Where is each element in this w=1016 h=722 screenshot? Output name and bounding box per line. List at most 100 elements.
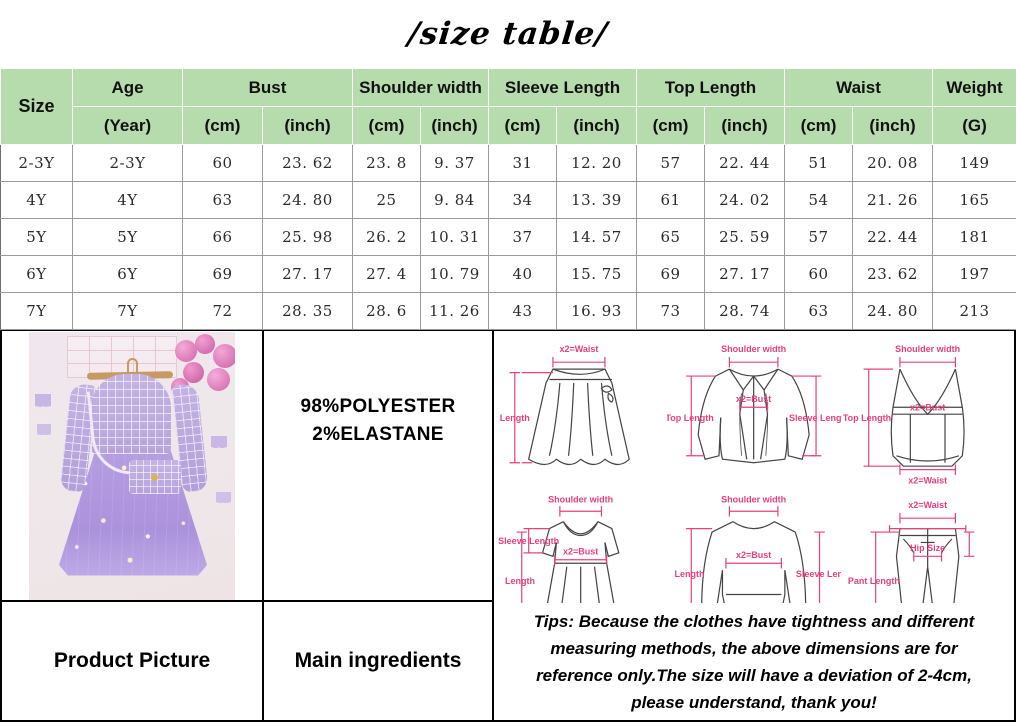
diagram-label: x2=Bust bbox=[736, 550, 771, 560]
cell-shoulder-cm: 25 bbox=[353, 182, 421, 219]
diagram-label: x2=Waist bbox=[908, 500, 947, 510]
diagram-label: x2=Waist bbox=[908, 476, 947, 486]
diagram-label: Shoulder width bbox=[895, 344, 960, 354]
col-header-top-length: Top Length bbox=[637, 69, 785, 107]
butterfly-icon bbox=[211, 436, 227, 449]
page-title: /size table/ bbox=[406, 16, 609, 52]
cell-sleeve-cm: 31 bbox=[489, 145, 557, 182]
diagram-label: Sleeve Length bbox=[796, 569, 840, 579]
diagram-grid: x2=Waist Length bbox=[494, 331, 1014, 603]
diagram-label: Length bbox=[675, 569, 705, 579]
butterfly-icon bbox=[216, 492, 231, 504]
unit-header-shoulder-cm: (cm) bbox=[353, 107, 421, 145]
col-header-age: Age bbox=[73, 69, 183, 107]
cell-top-inch: 24. 02 bbox=[705, 182, 785, 219]
cell-shoulder-inch: 10. 79 bbox=[421, 256, 489, 293]
ingredient-item: 2%ELASTANE bbox=[301, 424, 456, 446]
cell-top-cm: 69 bbox=[637, 256, 705, 293]
cell-weight-g: 149 bbox=[933, 145, 1016, 182]
col-header-sleeve-length: Sleeve Length bbox=[489, 69, 637, 107]
unit-header-top-inch: (inch) bbox=[705, 107, 785, 145]
col-header-bust: Bust bbox=[183, 69, 353, 107]
cell-waist-inch: 21. 26 bbox=[853, 182, 933, 219]
lower-section: Product Picture 98%POLYESTER 2%ELASTANE … bbox=[0, 330, 1016, 722]
ingredients-list: 98%POLYESTER 2%ELASTANE bbox=[301, 390, 456, 542]
unit-header-top-cm: (cm) bbox=[637, 107, 705, 145]
diagram-label: Length bbox=[505, 576, 535, 586]
diagram-label: Shoulder width bbox=[721, 344, 786, 354]
cell-bust-cm: 69 bbox=[183, 256, 263, 293]
cell-shoulder-cm: 26. 2 bbox=[353, 219, 421, 256]
cell-weight-g: 165 bbox=[933, 182, 1016, 219]
butterfly-icon bbox=[37, 424, 51, 436]
diagram-dress: Shoulder width Sleeve Length Length x2=B… bbox=[494, 487, 667, 603]
unit-header-weight-g: (G) bbox=[933, 107, 1016, 145]
unit-header-waist-cm: (cm) bbox=[785, 107, 853, 145]
cell-age: 2-3Y bbox=[73, 145, 183, 182]
diagram-label: x2=Bust bbox=[910, 403, 945, 413]
cell-top-inch: 25. 59 bbox=[705, 219, 785, 256]
cell-waist-cm: 57 bbox=[785, 219, 853, 256]
unit-header-sleeve-inch: (inch) bbox=[557, 107, 637, 145]
cell-bust-inch: 23. 62 bbox=[263, 145, 353, 182]
title-bar: /size table/ bbox=[0, 0, 1016, 68]
cell-sleeve-cm: 37 bbox=[489, 219, 557, 256]
product-picture-label: Product Picture bbox=[2, 600, 262, 720]
table-row: 2-3Y 2-3Y 60 23. 62 23. 8 9. 37 31 12. 2… bbox=[1, 145, 1016, 182]
diagram-label: x2=Bust bbox=[736, 394, 771, 404]
unit-header-waist-inch: (inch) bbox=[853, 107, 933, 145]
col-header-size: Size bbox=[1, 69, 73, 145]
cell-weight-g: 213 bbox=[933, 293, 1016, 330]
butterfly-icon bbox=[35, 394, 51, 408]
unit-header-sleeve-cm: (cm) bbox=[489, 107, 557, 145]
cell-top-inch: 27. 17 bbox=[705, 256, 785, 293]
diagram-label: Shoulder width bbox=[548, 495, 613, 505]
size-table: Size Age Bust Shoulder width Sleeve Leng… bbox=[0, 68, 1016, 330]
table-group-header-row: Size Age Bust Shoulder width Sleeve Leng… bbox=[1, 69, 1016, 107]
unit-header-age: (Year) bbox=[73, 107, 183, 145]
unit-header-shoulder-inch: (inch) bbox=[421, 107, 489, 145]
cell-top-cm: 73 bbox=[637, 293, 705, 330]
cell-waist-inch: 23. 62 bbox=[853, 256, 933, 293]
cell-bust-cm: 72 bbox=[183, 293, 263, 330]
measurement-diagrams-column: x2=Waist Length bbox=[494, 331, 1014, 720]
cell-shoulder-inch: 9. 37 bbox=[421, 145, 489, 182]
diagram-label: Top Length bbox=[842, 413, 890, 423]
cell-top-cm: 65 bbox=[637, 219, 705, 256]
table-body: 2-3Y 2-3Y 60 23. 62 23. 8 9. 37 31 12. 2… bbox=[1, 145, 1016, 330]
unit-header-bust-cm: (cm) bbox=[183, 107, 263, 145]
cell-waist-cm: 60 bbox=[785, 256, 853, 293]
table-row: 6Y 6Y 69 27. 17 27. 4 10. 79 40 15. 75 6… bbox=[1, 256, 1016, 293]
cell-bust-inch: 24. 80 bbox=[263, 182, 353, 219]
diagram-pants: x2=Waist Hip Size Pant Length bbox=[841, 487, 1014, 603]
diagram-camisole: Shoulder width Top Length x2=Bust x2=Wai… bbox=[841, 331, 1014, 487]
cell-bust-cm: 63 bbox=[183, 182, 263, 219]
cell-size: 2-3Y bbox=[1, 145, 73, 182]
col-header-weight: Weight bbox=[933, 69, 1016, 107]
tips-text: Tips: Because the clothes have tightness… bbox=[494, 603, 1014, 720]
ingredient-item: 98%POLYESTER bbox=[301, 396, 456, 418]
main-ingredients-label: Main ingredients bbox=[264, 600, 492, 720]
table-row: 4Y 4Y 63 24. 80 25 9. 84 34 13. 39 61 24… bbox=[1, 182, 1016, 219]
cell-waist-cm: 63 bbox=[785, 293, 853, 330]
cell-shoulder-cm: 23. 8 bbox=[353, 145, 421, 182]
table-unit-header-row: (Year) (cm) (inch) (cm) (inch) (cm) (inc… bbox=[1, 107, 1016, 145]
shoulder-bag bbox=[129, 460, 181, 494]
cell-sleeve-inch: 13. 39 bbox=[557, 182, 637, 219]
cell-bust-cm: 60 bbox=[183, 145, 263, 182]
diagram-label: Pant Length bbox=[848, 576, 900, 586]
cell-age: 5Y bbox=[73, 219, 183, 256]
cell-bust-inch: 25. 98 bbox=[263, 219, 353, 256]
cell-top-cm: 57 bbox=[637, 145, 705, 182]
table-head: Size Age Bust Shoulder width Sleeve Leng… bbox=[1, 69, 1016, 145]
diagram-label: Length bbox=[500, 413, 530, 423]
cell-waist-inch: 20. 08 bbox=[853, 145, 933, 182]
diagram-label: x2=Waist bbox=[559, 344, 598, 354]
diagram-label: Hip Size bbox=[910, 543, 945, 553]
cell-top-cm: 61 bbox=[637, 182, 705, 219]
cell-sleeve-inch: 16. 93 bbox=[557, 293, 637, 330]
measurement-diagrams-cell: x2=Waist Length bbox=[494, 331, 1014, 603]
cell-size: 7Y bbox=[1, 293, 73, 330]
cell-shoulder-inch: 9. 84 bbox=[421, 182, 489, 219]
